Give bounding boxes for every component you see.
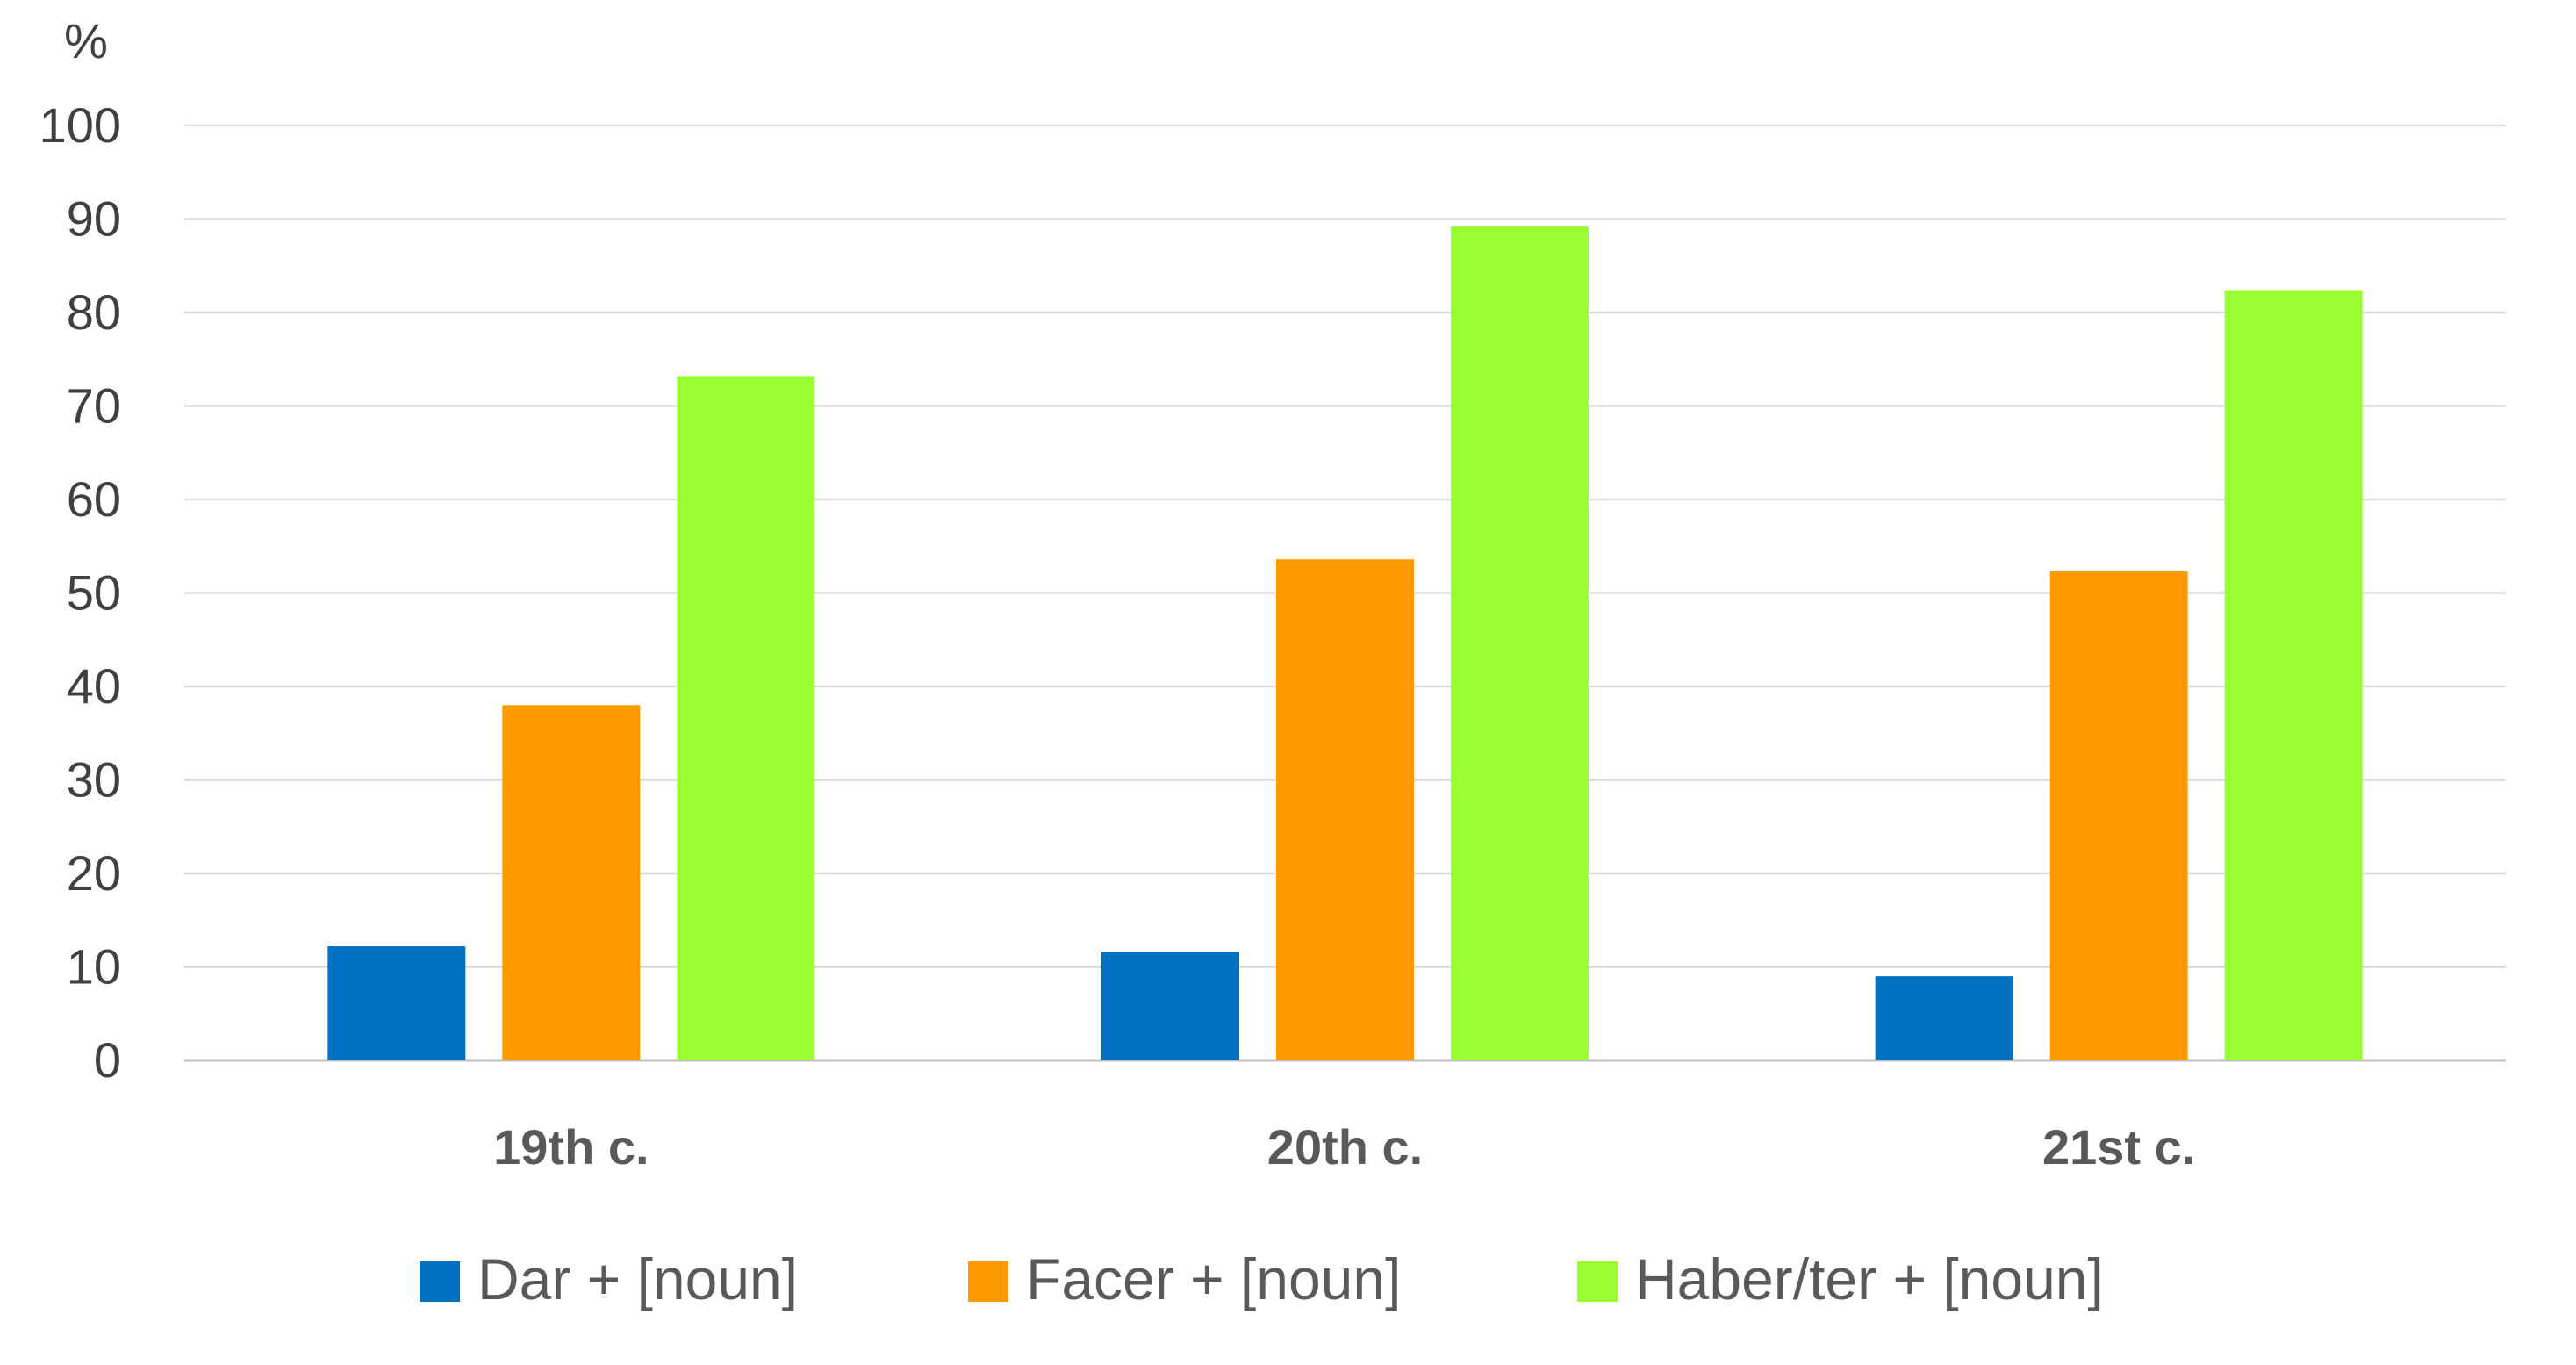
x-tick-label: 21st c. bbox=[2042, 1119, 2195, 1175]
bar bbox=[677, 376, 815, 1060]
y-tick-label: 30 bbox=[67, 752, 121, 808]
x-axis-ticks: 19th c. 20th c. 21st c. bbox=[493, 1119, 2195, 1175]
y-tick-label: 40 bbox=[67, 658, 121, 714]
legend-label: Dar + [noun] bbox=[477, 1246, 798, 1311]
legend-swatch bbox=[1577, 1261, 1618, 1302]
bar bbox=[2049, 571, 2188, 1060]
legend-item: Dar + [noun] bbox=[420, 1246, 798, 1311]
legend-item: Facer + [noun] bbox=[968, 1246, 1401, 1311]
bars bbox=[327, 226, 2363, 1060]
y-axis-ticks: 0 10 20 30 40 50 60 70 80 90 100 bbox=[39, 97, 121, 1088]
x-tick-label: 20th c. bbox=[1267, 1119, 1423, 1175]
legend-item: Haber/ter + [noun] bbox=[1577, 1246, 2104, 1311]
bar bbox=[1276, 559, 1414, 1060]
bar bbox=[2224, 290, 2363, 1060]
bar bbox=[1101, 952, 1239, 1060]
x-tick-label: 19th c. bbox=[493, 1119, 649, 1175]
bar bbox=[1875, 976, 2013, 1060]
y-axis-unit-label: % bbox=[64, 13, 108, 68]
y-tick-label: 0 bbox=[94, 1032, 121, 1088]
legend-label: Facer + [noun] bbox=[1026, 1246, 1401, 1311]
y-tick-label: 100 bbox=[39, 97, 121, 153]
legend-label: Haber/ter + [noun] bbox=[1635, 1246, 2104, 1311]
y-tick-label: 70 bbox=[67, 378, 121, 434]
bar bbox=[502, 705, 641, 1060]
y-tick-label: 20 bbox=[67, 845, 121, 901]
y-tick-label: 80 bbox=[67, 284, 121, 340]
y-tick-label: 90 bbox=[67, 191, 121, 247]
y-tick-label: 50 bbox=[67, 565, 121, 621]
legend-swatch bbox=[420, 1261, 460, 1302]
bar bbox=[327, 946, 466, 1060]
legend: Dar + [noun] Facer + [noun] Haber/ter + [n… bbox=[420, 1246, 2104, 1311]
y-tick-label: 10 bbox=[67, 939, 121, 995]
y-tick-label: 60 bbox=[67, 471, 121, 527]
bar bbox=[1451, 226, 1589, 1060]
legend-swatch bbox=[968, 1261, 1008, 1302]
